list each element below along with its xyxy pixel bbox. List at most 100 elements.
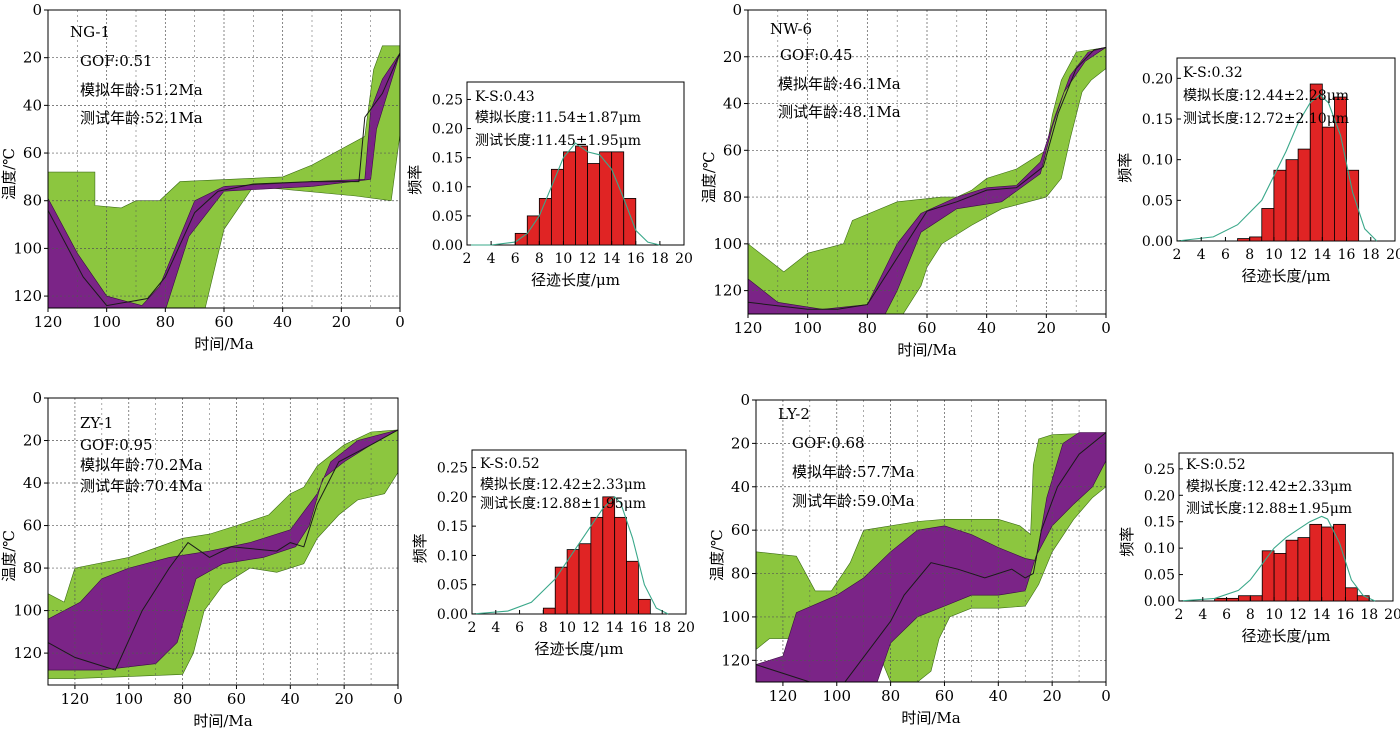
zy1-hist-bar [614,516,627,615]
nw6-path-plot-area [748,10,1106,314]
zy1-path-ytick-label: 100 [13,602,42,620]
ly2-path-ylabel: 温度/℃ [708,529,726,581]
ly2-hist-bar [1333,523,1346,602]
nw6-model-length: 模拟长度:12.44±2.28μm [1183,88,1349,104]
ng1-hist-ytick-label: 0.00 [432,238,463,254]
zy1-hist-bar [578,543,592,615]
ng1-gof: GOF:0.51 [80,52,153,70]
nw6-path-xlabel: 时间/Ma [897,341,956,359]
ly2-hist-bar [1321,526,1334,602]
ng1-hist-xtick-label: 14 [603,251,621,267]
zy1-hist-xtick-label: 4 [491,620,500,636]
nw6-path-xtick-label: 60 [917,319,936,337]
zy1-hist-xtick-label: 16 [630,620,648,636]
nw6-hist-ytick-label: 0.00 [1142,234,1173,250]
ly2-hist-plot: 2 4 6 8 10 12 14 16 18 20 0.00 0.05 0.10 0.15 0.20 0.25… [1118,452,1400,645]
nw6-path-ytick-label: 80 [723,188,742,206]
ng1-path-xtick-label: 20 [332,313,351,331]
nw6-path-ytick-label: 40 [723,95,742,113]
nw6-hist-xtick-label: 10 [1265,247,1283,263]
nw6-hist-fit-curve [1176,93,1378,242]
ly2-hist-ylabel: 频率 [1118,527,1136,557]
ly2-hist-xtick-label: 12 [1289,607,1307,623]
zy1-model-length: 模拟长度:12.42±2.33μm [480,477,646,493]
zy1-hist-xtick-label: 10 [558,620,576,636]
zy1-path-ytick-label: 20 [23,432,42,450]
ng1-hist-ytick-label: 0.10 [432,180,463,196]
ly2-model-age: 模拟年龄:57.7Ma [792,463,915,481]
ly2-sample-label: LY-2 [778,405,810,423]
ly2-path-xtick-label: 0 [1101,687,1111,705]
nw6-hist-ytick-label: 0.05 [1142,193,1173,209]
zy1-path-xtick-label: 120 [61,690,90,708]
zy1-path-xlabel: 时间/Ma [193,712,252,729]
nw6-ks: K-S:0.32 [1183,65,1243,81]
ng1-hist-bar [587,163,601,246]
ng1-hist-xtick-label: 2 [463,251,472,267]
zy1-path-ylabel: 温度/℃ [0,530,18,582]
zy1-measured-length: 测试长度:12.88±1.95μm [480,496,646,512]
nw6-hist-bar [1285,159,1299,242]
zy1-hist-xlabel: 径迹长度/μm [534,640,623,658]
ly2-hist-bar [1238,595,1251,602]
zy1-path-ytick-label: 120 [13,644,42,662]
ly2-path-plot-area [756,400,1106,682]
nw6-hist-bar [1273,169,1287,242]
ng1-hist-bar [575,145,588,246]
zy1-hist-ytick-label: 0.15 [437,519,468,535]
ng1-sample-label: NG-1 [70,23,110,41]
zy1-hist-ylabel: 频率 [411,533,429,563]
ng1-path-ytick-label: 100 [13,239,42,257]
nw6-path-xtick-label: 0 [1101,319,1111,337]
ng1-hist-ylabel: 频率 [406,165,424,195]
ly2-hist-ytick-label: 0.20 [1144,488,1175,504]
ly2-hist-xtick-label: 4 [1198,607,1207,623]
ly2-model-length: 模拟长度:12.42±2.33μm [1186,479,1352,495]
zy1-path-plot: 120 100 80 60 40 20 0 0 20 40 60 80 100 120 时间/Ma 温度/℃ [0,389,403,729]
nw6-hist-xtick-label: 6 [1221,247,1230,263]
ng1-hist-ytick-label: 0.15 [432,151,463,167]
nw6-hist-panel: 2 4 6 8 10 12 14 16 18 20 0.00 0.05 0.10 0.15 0.20 径迹长度… [1116,57,1400,285]
zy1-path-panel: 120 100 80 60 40 20 0020406080100120时间/Ma温度/℃ … [0,389,403,729]
nw6-path-xtick-label: 80 [858,319,877,337]
nw6-hist-ytick-label: 0.20 [1142,71,1173,87]
ly2-path-frame [755,399,1107,683]
nw6-hist-bar [1261,208,1275,242]
nw6-path-xtick-label: 100 [793,319,822,337]
ng1-path-ytick-label: 120 [13,287,42,305]
ly2-path-xtick-label: 40 [989,687,1008,705]
ng1-hist-xtick-label: 8 [535,251,544,267]
ng1-path-label-box: NG-1 GOF:0.51 模拟年龄:51.2Ma 测试年龄:52.1Ma [70,23,203,127]
zy1-hist-xtick-label: 8 [539,620,548,636]
zy1-hist-fit-curve [471,496,669,615]
nw6-path-panel: 120 100 80 60 40 20 0020406080100120时间/Ma温度/℃ … [700,1,1111,359]
ng1-path-xtick-label: 40 [273,313,292,331]
ng1-hist-ytick-label: 0.05 [432,209,463,225]
zy1-path-xtick-label: 0 [393,690,403,708]
ng1-hist-ytick-label: 0.20 [432,122,463,138]
ng1-measured-length: 测试长度:11.45±1.95μm [475,133,641,149]
ly2-hist-xtick-label: 10 [1265,607,1283,623]
ng1-path-xtick-label: 0 [395,313,405,331]
ly2-hist-bar [1356,595,1370,602]
nw6-hist-ytick-label: 0.10 [1142,153,1173,169]
ng1-path-ytick-label: 60 [23,144,42,162]
nw6-hist-bar [1346,169,1360,242]
zy1-hist-xtick-label: 20 [677,620,695,636]
ly2-hist-bar [1285,539,1299,602]
zy1-path-plot-area [48,398,398,685]
nw6-hist-xtick-label: 4 [1197,247,1206,263]
ly2-measured-length: 测试长度:12.88±1.95μm [1186,501,1352,517]
ng1-path-xlabel: 时间/Ma [194,335,253,353]
ng1-path-xtick-label: 120 [34,313,63,331]
ly2-hist-bar [1345,587,1358,602]
nw6-hist-xlabel: 径迹长度/μm [1241,267,1330,285]
ng1-hist-bar [623,198,637,246]
nw6-path-xtick-label: 120 [734,319,763,337]
ng1-hist-xtick-label: 18 [651,251,669,267]
ly2-path-ytick-label: 120 [721,651,750,669]
zy1-hist-xtick-label: 2 [468,620,477,636]
nw6-hist-bar [1334,96,1347,242]
zy1-path-ytick-label: 80 [23,559,42,577]
ly2-path-ytick-label: 60 [731,521,750,539]
